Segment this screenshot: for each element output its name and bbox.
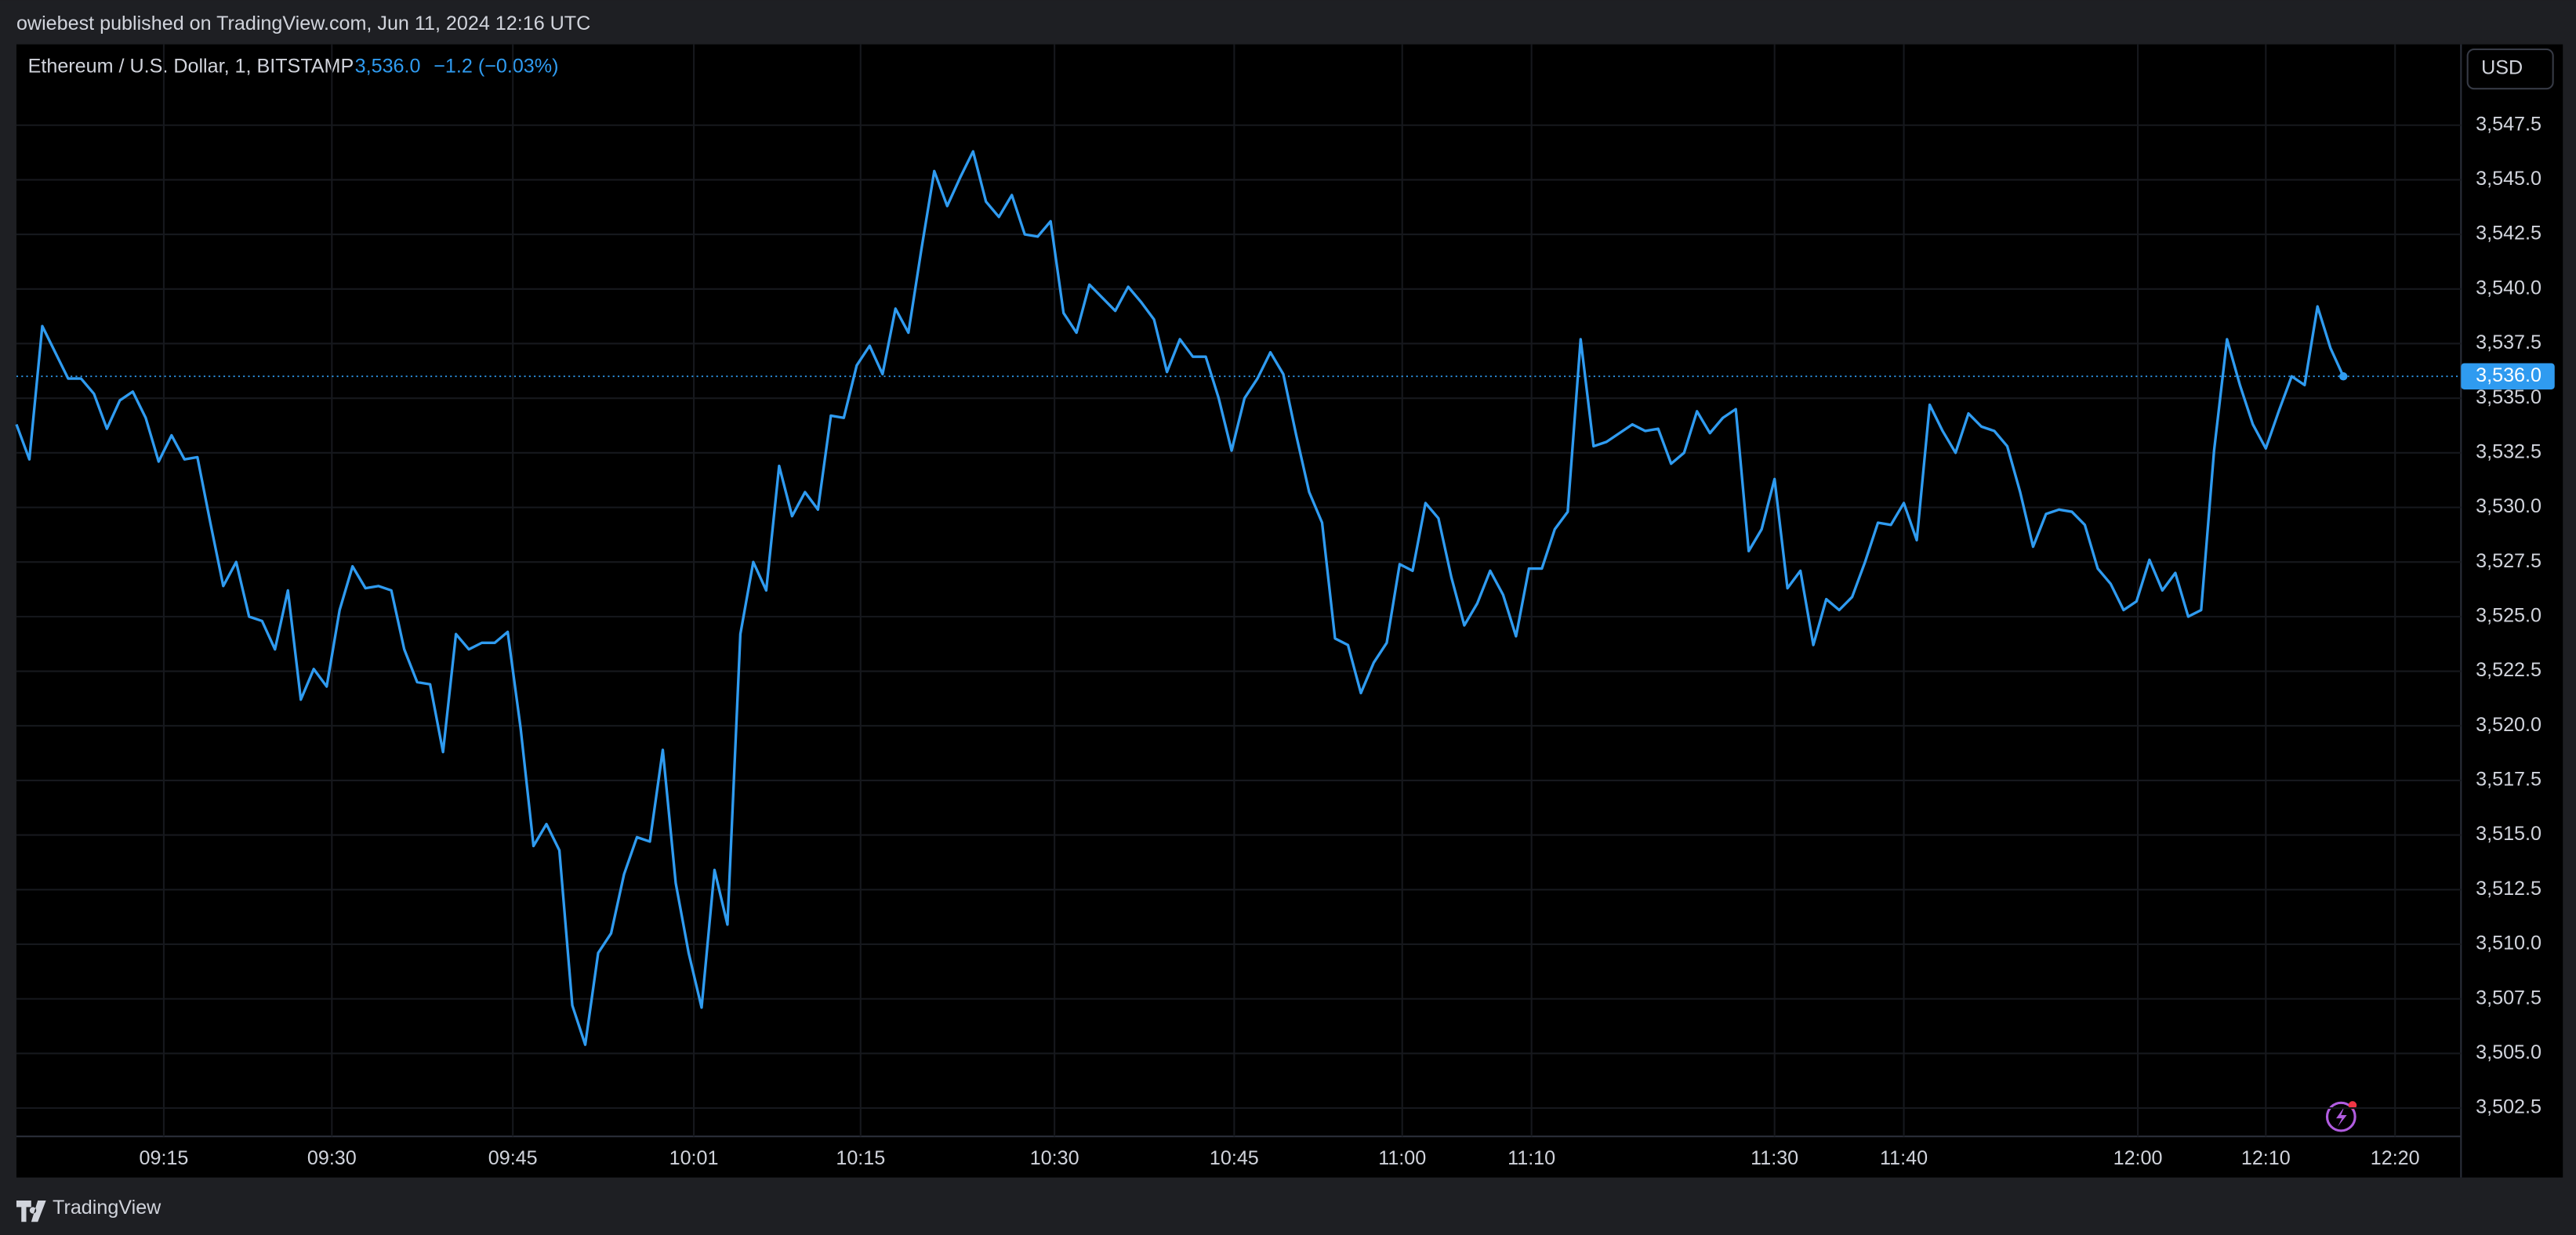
y-tick-label: 3,537.5 [2476, 331, 2542, 353]
x-tick-label: 11:00 [1378, 1147, 1426, 1169]
y-tick-label: 3,502.5 [2476, 1096, 2542, 1118]
y-tick-label: 3,530.0 [2476, 495, 2542, 517]
legend-change: −1.2 (−0.03%) [434, 56, 558, 78]
footer-brand: TradingView [53, 1197, 161, 1219]
y-tick-label: 3,507.5 [2476, 987, 2542, 1009]
last-price-label: 3,536.0 [2476, 364, 2542, 386]
publisher-header: owiebest published on TradingView.com, J… [16, 13, 590, 34]
last-price-tag [2461, 363, 2555, 390]
x-tick-label: 10:01 [669, 1147, 719, 1169]
y-tick-label: 3,515.0 [2476, 823, 2542, 845]
price-line [15, 150, 2345, 1046]
grid [16, 44, 2462, 1137]
tv-logo [16, 1200, 46, 1222]
x-tick-label: 12:10 [2241, 1147, 2291, 1169]
y-tick-label: 3,525.0 [2476, 605, 2542, 627]
currency-button[interactable] [2466, 48, 2554, 90]
x-tick-label: 11:30 [1751, 1147, 1798, 1169]
symbol-legend: Ethereum / U.S. Dollar, 1, BITSTAMP [28, 56, 354, 78]
x-tick-label: 09:30 [307, 1147, 357, 1169]
y-tick-label: 3,542.5 [2476, 223, 2542, 244]
last-price-dot [2339, 372, 2348, 381]
x-tick-label: 11:40 [1880, 1147, 1928, 1169]
y-tick-label: 3,547.5 [2476, 113, 2542, 135]
y-tick-label: 3,520.0 [2476, 714, 2542, 736]
chart-panel [16, 44, 2563, 1178]
legend-price: 3,536.0 [355, 56, 421, 78]
y-tick-label: 3,512.5 [2476, 878, 2542, 900]
x-tick-label: 09:45 [488, 1147, 538, 1169]
y-tick-label: 3,545.0 [2476, 168, 2542, 190]
currency-label: USD [2481, 57, 2523, 79]
y-tick-label: 3,505.0 [2476, 1041, 2542, 1063]
y-tick-label: 3,522.5 [2476, 659, 2542, 681]
y-tick-label: 3,510.0 [2476, 933, 2542, 954]
y-tick-label: 3,532.5 [2476, 440, 2542, 462]
y-tick-label: 3,535.0 [2476, 386, 2542, 408]
x-tick-label: 12:00 [2113, 1147, 2163, 1169]
y-tick-label: 3,517.5 [2476, 769, 2542, 791]
x-tick-label: 09:15 [140, 1147, 189, 1169]
x-tick-label: 10:30 [1030, 1147, 1079, 1169]
x-tick-label: 11:10 [1508, 1147, 1555, 1169]
x-tick-label: 10:15 [836, 1147, 885, 1169]
x-tick-label: 10:45 [1210, 1147, 1259, 1169]
y-tick-label: 3,527.5 [2476, 550, 2542, 572]
x-tick-label: 12:20 [2371, 1147, 2420, 1169]
y-tick-label: 3,540.0 [2476, 277, 2542, 299]
